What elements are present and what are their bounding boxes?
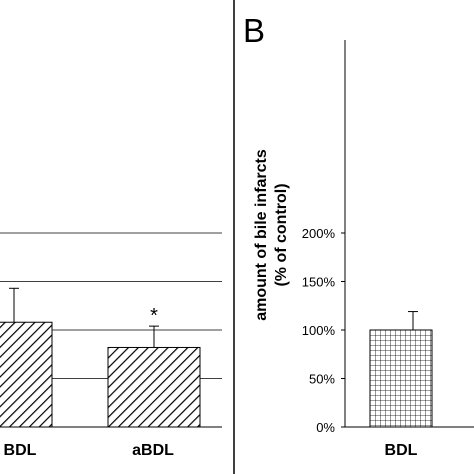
panel-a-bars — [0, 321, 201, 428]
bar-bdl — [369, 329, 433, 428]
panel-a-category-label: aBDL — [132, 442, 174, 459]
panel-b-tick-label: 100% — [302, 323, 336, 338]
panel-a-category-labels: BDL aBDL — [4, 442, 175, 459]
panel-b-tick-label: 150% — [302, 275, 336, 290]
panel-b-category-labels: BDL — [385, 442, 418, 459]
panel-b-error-bars — [408, 311, 418, 330]
panel-b-tick-label: 0% — [316, 420, 335, 435]
panel-b-ylabel-line2: (% of control) — [273, 183, 290, 286]
panel-a-chart: BDL aBDL * — [0, 232, 222, 459]
panel-b-tick-label: 200% — [302, 226, 336, 241]
panel-b-category-label: BDL — [385, 442, 418, 459]
panel-b-bars — [369, 329, 433, 428]
panel-b-y-ticks: 0% 50% 100% 150% 200% — [302, 226, 345, 435]
panel-b-label: B — [243, 12, 265, 49]
panel-b-ylabel-line1: amount of bile infarcts — [253, 149, 270, 321]
panel-a-significance: * — [150, 305, 158, 327]
panel-a-category-label: BDL — [4, 442, 37, 459]
panel-b-tick-label: 50% — [309, 372, 335, 387]
bar-abdl — [107, 346, 201, 428]
panel-a-error-bars — [9, 287, 159, 348]
panel-b-chart: B amount of bile infarcts (% of control)… — [243, 12, 474, 459]
bar-bdl — [0, 321, 53, 428]
significance-marker: * — [150, 305, 158, 327]
